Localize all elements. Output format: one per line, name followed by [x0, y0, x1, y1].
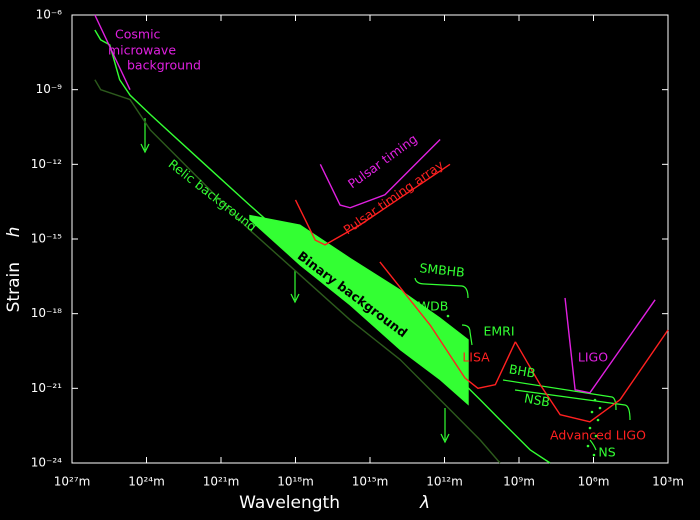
dot: [446, 314, 450, 318]
arrow-head: [290, 293, 300, 304]
annotation: BHB: [508, 361, 537, 380]
x-tick-label: 10⁹m: [503, 475, 535, 489]
curve: [379, 261, 517, 390]
x-tick-label: 10²⁷m: [54, 475, 91, 489]
annotation: microwave: [108, 43, 176, 58]
dot: [588, 426, 592, 430]
x-axis-title: Wavelength: [239, 493, 340, 513]
curve: [94, 79, 501, 464]
x-tick-label: 10¹²m: [426, 475, 463, 489]
band-area: [249, 214, 469, 406]
y-tick-label: 10⁻⁶: [36, 8, 63, 22]
y-tick-label: 10⁻²¹: [31, 381, 62, 395]
y-tick-label: 10⁻¹⁵: [31, 232, 62, 246]
annotation: NSB: [523, 390, 551, 409]
x-tick-label: 10²¹m: [203, 475, 240, 489]
x-tick-label: 10²⁴m: [128, 475, 165, 489]
dot: [593, 398, 597, 402]
y-tick-label: 10⁻²⁴: [31, 456, 62, 470]
x-tick-label: 10¹⁸m: [277, 475, 314, 489]
curve: [94, 14, 131, 90]
curve: [564, 297, 656, 394]
bracket: [514, 389, 631, 421]
arrow-head: [140, 143, 150, 154]
annotation: Advanced LIGO: [550, 428, 646, 443]
x-axis-symbol: λ: [419, 493, 430, 513]
annotation: LISA: [462, 350, 490, 365]
bracket: [502, 379, 617, 411]
y-tick-label: 10⁻⁹: [36, 82, 63, 96]
arrows: [140, 118, 450, 444]
dot: [586, 444, 590, 448]
x-tick-label: 10⁶m: [578, 475, 610, 489]
annotation: WDB: [418, 299, 449, 314]
dot: [590, 410, 594, 414]
annotation: EMRI: [483, 324, 514, 339]
x-tick-label: 10³m: [652, 475, 684, 489]
annotation: SMBHB: [419, 260, 466, 280]
decorations: [140, 118, 631, 457]
annotation: NS: [598, 445, 615, 460]
y-axis-symbol: h: [4, 227, 24, 238]
dot: [598, 406, 602, 410]
curve: [294, 163, 451, 246]
curve: [319, 138, 441, 209]
annotation: LIGO: [578, 350, 608, 365]
annotation: Cosmic: [115, 27, 161, 42]
dot: [592, 453, 596, 457]
dot: [594, 434, 598, 438]
bracket: [589, 439, 597, 451]
arrow-head: [440, 433, 450, 444]
curve: [514, 329, 669, 423]
y-axis-title: Strain: [4, 262, 24, 312]
annotation: background: [127, 58, 201, 73]
dot: [596, 418, 600, 422]
bracket: [461, 324, 473, 346]
y-tick-label: 10⁻¹²: [31, 157, 62, 171]
x-tick-label: 10¹⁵m: [352, 475, 389, 489]
brackets: [414, 277, 631, 451]
bracket: [414, 277, 469, 299]
y-tick-label: 10⁻¹⁸: [31, 306, 62, 320]
